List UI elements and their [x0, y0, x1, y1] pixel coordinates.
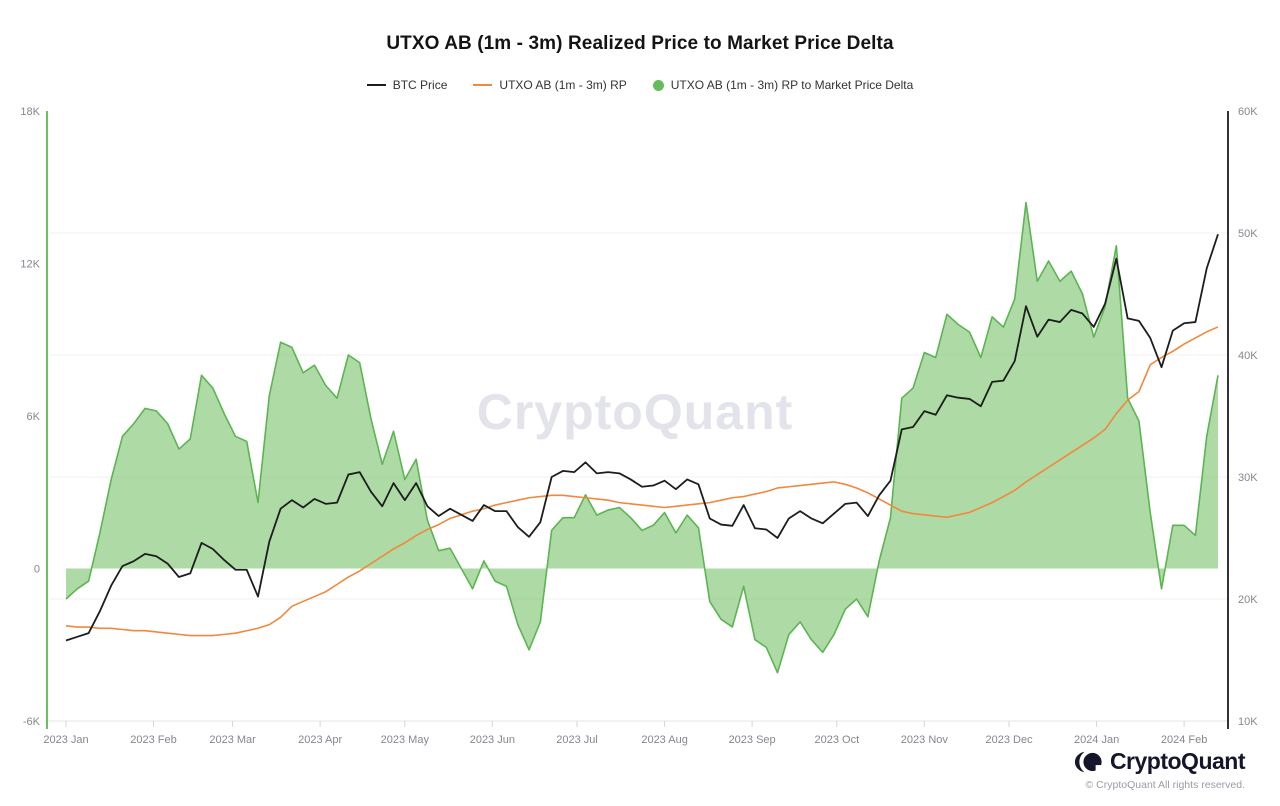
x-axis-label: 2023 Nov [901, 734, 949, 746]
right-axis-label: 50K [1238, 228, 1258, 240]
right-axis-label: 60K [1238, 106, 1258, 118]
x-axis-label: 2023 Dec [986, 734, 1034, 746]
btc-price-line[interactable] [65, 233, 1219, 642]
brand-logo-row: CryptoQuant [1073, 748, 1246, 775]
brand-footer: CryptoQuant © CryptoQuant All rights res… [1073, 748, 1246, 791]
legend-item-rp-delta[interactable]: UTXO AB (1m - 3m) RP to Market Price Del… [652, 78, 914, 92]
x-axis-label: 2023 Apr [298, 734, 342, 746]
rp-delta-circle-swatch-icon [652, 79, 664, 91]
x-axis-label: 2024 Jan [1074, 734, 1119, 746]
legend: BTC Price UTXO AB (1m - 3m) RP UTXO AB (… [0, 78, 1280, 92]
brand-name: CryptoQuant [1109, 748, 1246, 774]
x-axis-label: 2023 Oct [814, 734, 859, 746]
legend-item-utxo-rp[interactable]: UTXO AB (1m - 3m) RP [473, 78, 627, 92]
x-axis-label: 2023 Aug [641, 734, 688, 746]
right-axis-label: 20K [1238, 594, 1258, 606]
x-axis-label: 2023 Jan [43, 734, 88, 746]
x-axis-label: 2023 Feb [130, 734, 176, 746]
x-axis-label: 2023 Jul [556, 734, 598, 746]
x-axis-label: 2023 May [381, 734, 430, 746]
left-axis-label: -6K [23, 716, 41, 728]
legend-label-rp-delta: UTXO AB (1m - 3m) RP to Market Price Del… [670, 78, 914, 92]
left-axis-label: 0 [34, 564, 40, 576]
page-title: UTXO AB (1m - 3m) Realized Price to Mark… [386, 33, 894, 54]
copyright-text: © CryptoQuant All rights reserved. [1085, 779, 1245, 791]
rp-delta-area[interactable] [66, 202, 1218, 673]
x-axis-label: 2023 Mar [209, 734, 256, 746]
cryptoquant-logo-icon [1074, 751, 1102, 772]
utxo-rp-line-swatch-icon [473, 84, 493, 86]
x-axis-label: 2024 Feb [1161, 734, 1207, 746]
legend-label-utxo-rp: UTXO AB (1m - 3m) RP [499, 78, 627, 92]
utxo-rp-line[interactable] [65, 326, 1219, 637]
right-axis-label: 10K [1238, 716, 1258, 728]
x-axis-label: 2023 Sep [729, 734, 776, 746]
legend-label-btc-price: BTC Price [392, 78, 448, 92]
x-axis-label: 2023 Jun [470, 734, 515, 746]
btc-price-line-swatch-icon [366, 84, 386, 86]
legend-item-btc-price[interactable]: BTC Price [366, 78, 448, 92]
left-axis-label: 6K [27, 411, 41, 423]
right-axis-label: 30K [1238, 472, 1258, 484]
left-axis-label: 12K [20, 259, 40, 271]
left-axis-label: 18K [20, 106, 40, 118]
rp-delta-line[interactable] [65, 201, 1219, 674]
right-axis-label: 40K [1238, 350, 1258, 362]
